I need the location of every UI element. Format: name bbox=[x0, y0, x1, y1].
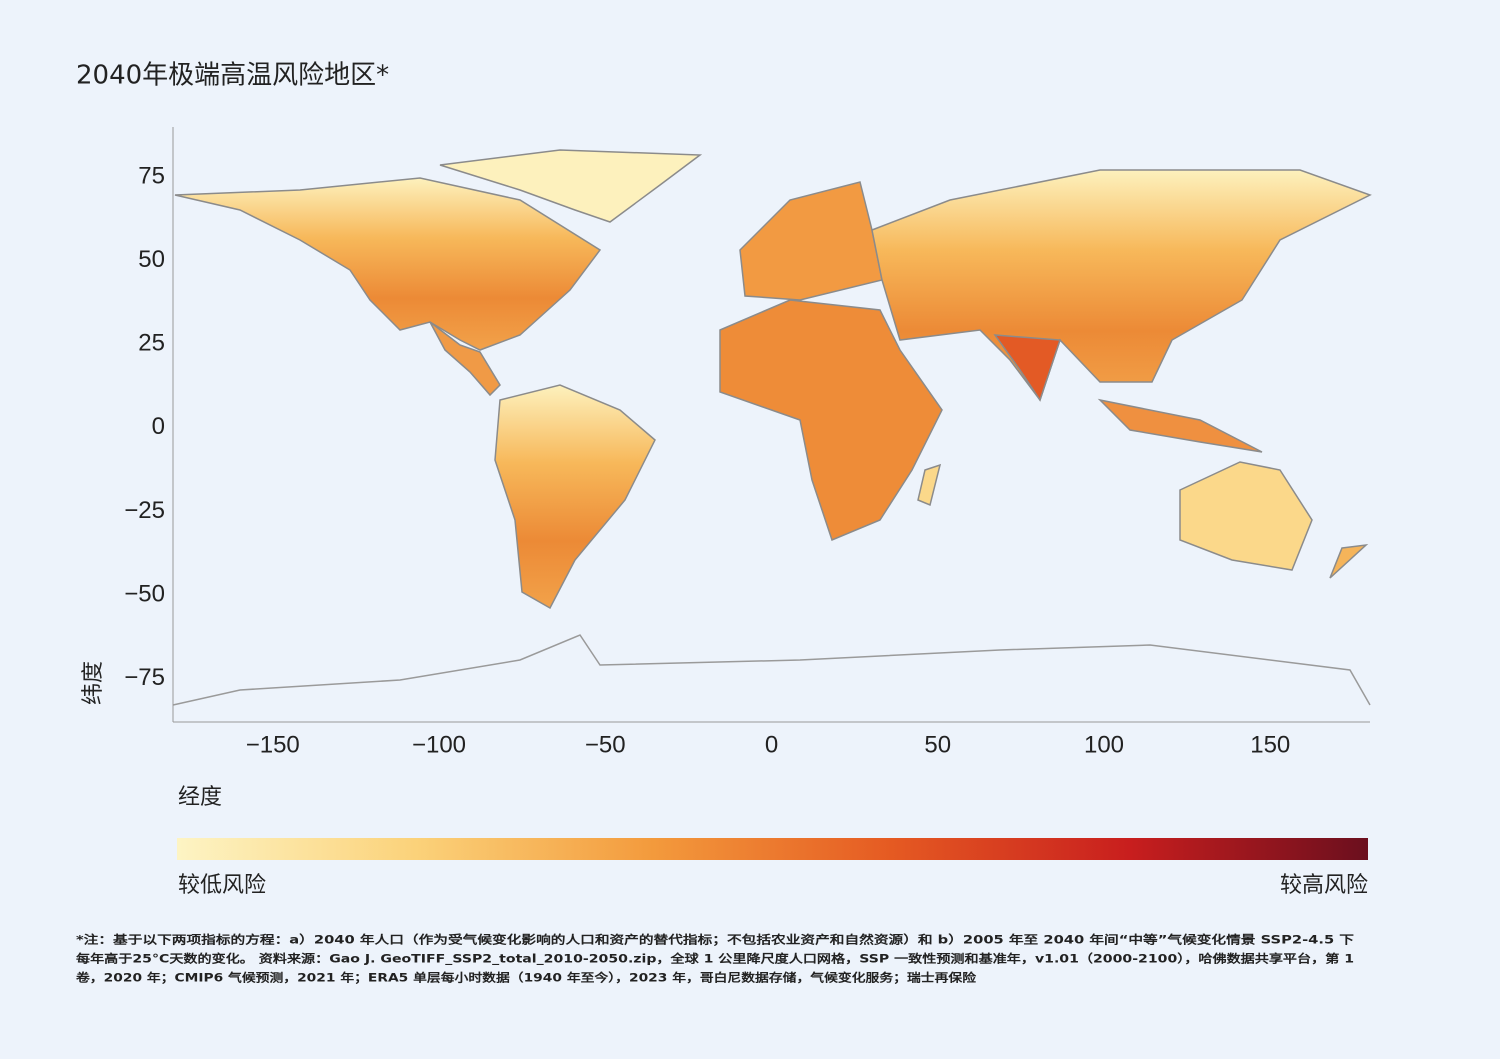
x-tick-label: −150 bbox=[246, 731, 300, 758]
north-america bbox=[174, 177, 602, 351]
footnote: *注：基于以下两项指标的方程：a）2040 年人口（作为受气候变化影响的人口和资… bbox=[76, 933, 1355, 947]
colorbar-low-label: 较低风险 bbox=[178, 873, 266, 898]
colorbar bbox=[177, 838, 1368, 860]
footnote: 卷，2020 年；CMIP6 气候预测，2021 年；ERA5 单层每小时数据（… bbox=[75, 971, 977, 985]
map bbox=[172, 149, 1372, 706]
madagascar bbox=[917, 463, 942, 507]
y-axis-label: 纬度 bbox=[81, 661, 106, 705]
south-america bbox=[494, 384, 656, 610]
new-zealand bbox=[1329, 543, 1369, 579]
x-tick-label: −50 bbox=[585, 731, 626, 758]
colorbar-high-label: 较高风险 bbox=[1280, 873, 1368, 898]
australia bbox=[1179, 461, 1313, 571]
islands bbox=[1097, 398, 1263, 453]
x-axis-label: 经度 bbox=[178, 785, 222, 810]
y-tick-label: 0 bbox=[152, 413, 165, 440]
x-tick-label: 0 bbox=[765, 731, 778, 758]
x-tick-label: 150 bbox=[1250, 731, 1290, 758]
y-tick-label: −75 bbox=[124, 664, 165, 691]
asia bbox=[871, 169, 1372, 402]
y-tick-label: 25 bbox=[138, 330, 165, 357]
central-america bbox=[429, 321, 501, 397]
greenland bbox=[439, 149, 703, 223]
y-tick-label: −25 bbox=[124, 497, 165, 524]
footnote: 每年高于25°C天数的变化。 资料来源：Gao J. GeoTIFF_SSP2_… bbox=[76, 952, 1354, 967]
africa bbox=[719, 299, 943, 542]
antarctica bbox=[172, 634, 1371, 706]
x-tick-label: −100 bbox=[412, 731, 466, 758]
x-tick-label: 50 bbox=[924, 731, 951, 758]
x-tick-label: 100 bbox=[1084, 731, 1124, 758]
europe bbox=[739, 181, 883, 301]
india bbox=[993, 334, 1062, 402]
chart-title: 2040年极端高温风险地区* bbox=[76, 61, 389, 91]
y-tick-label: −50 bbox=[124, 580, 165, 607]
y-tick-label: 50 bbox=[138, 246, 165, 273]
y-tick-label: 75 bbox=[138, 162, 165, 189]
